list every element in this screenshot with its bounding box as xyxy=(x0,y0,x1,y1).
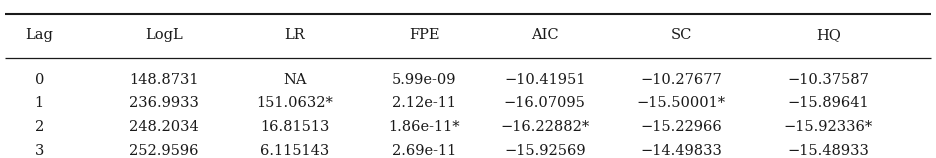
Text: 252.9596: 252.9596 xyxy=(129,144,198,158)
Text: SC: SC xyxy=(671,28,692,42)
Text: −15.22966: −15.22966 xyxy=(640,120,723,134)
Text: −16.07095: −16.07095 xyxy=(504,97,586,110)
Text: −10.27677: −10.27677 xyxy=(640,73,723,87)
Text: Lag: Lag xyxy=(25,28,53,42)
Text: 0: 0 xyxy=(35,73,44,87)
Text: 5.99e-09: 5.99e-09 xyxy=(392,73,456,87)
Text: 148.8731: 148.8731 xyxy=(129,73,198,87)
Text: FPE: FPE xyxy=(409,28,439,42)
Text: −15.89641: −15.89641 xyxy=(787,97,870,110)
Text: −15.92336*: −15.92336* xyxy=(783,120,873,134)
Text: NA: NA xyxy=(283,73,307,87)
Text: 248.2034: 248.2034 xyxy=(129,120,198,134)
Text: LR: LR xyxy=(285,28,305,42)
Text: −10.41951: −10.41951 xyxy=(505,73,585,87)
Text: LogL: LogL xyxy=(145,28,183,42)
Text: −15.50001*: −15.50001* xyxy=(636,97,726,110)
Text: −16.22882*: −16.22882* xyxy=(500,120,590,134)
Text: 16.81513: 16.81513 xyxy=(260,120,329,134)
Text: 3: 3 xyxy=(35,144,44,158)
Text: 6.115143: 6.115143 xyxy=(260,144,329,158)
Text: −15.92569: −15.92569 xyxy=(504,144,586,158)
Text: 1: 1 xyxy=(35,97,44,110)
Text: HQ: HQ xyxy=(816,28,841,42)
Text: −15.48933: −15.48933 xyxy=(787,144,870,158)
Text: AIC: AIC xyxy=(531,28,559,42)
Text: 151.0632*: 151.0632* xyxy=(256,97,333,110)
Text: −14.49833: −14.49833 xyxy=(640,144,723,158)
Text: 2: 2 xyxy=(35,120,44,134)
Text: −10.37587: −10.37587 xyxy=(787,73,870,87)
Text: 2.12e-11: 2.12e-11 xyxy=(392,97,456,110)
Text: 236.9933: 236.9933 xyxy=(129,97,198,110)
Text: 2.69e-11: 2.69e-11 xyxy=(392,144,456,158)
Text: 1.86e-11*: 1.86e-11* xyxy=(388,120,460,134)
